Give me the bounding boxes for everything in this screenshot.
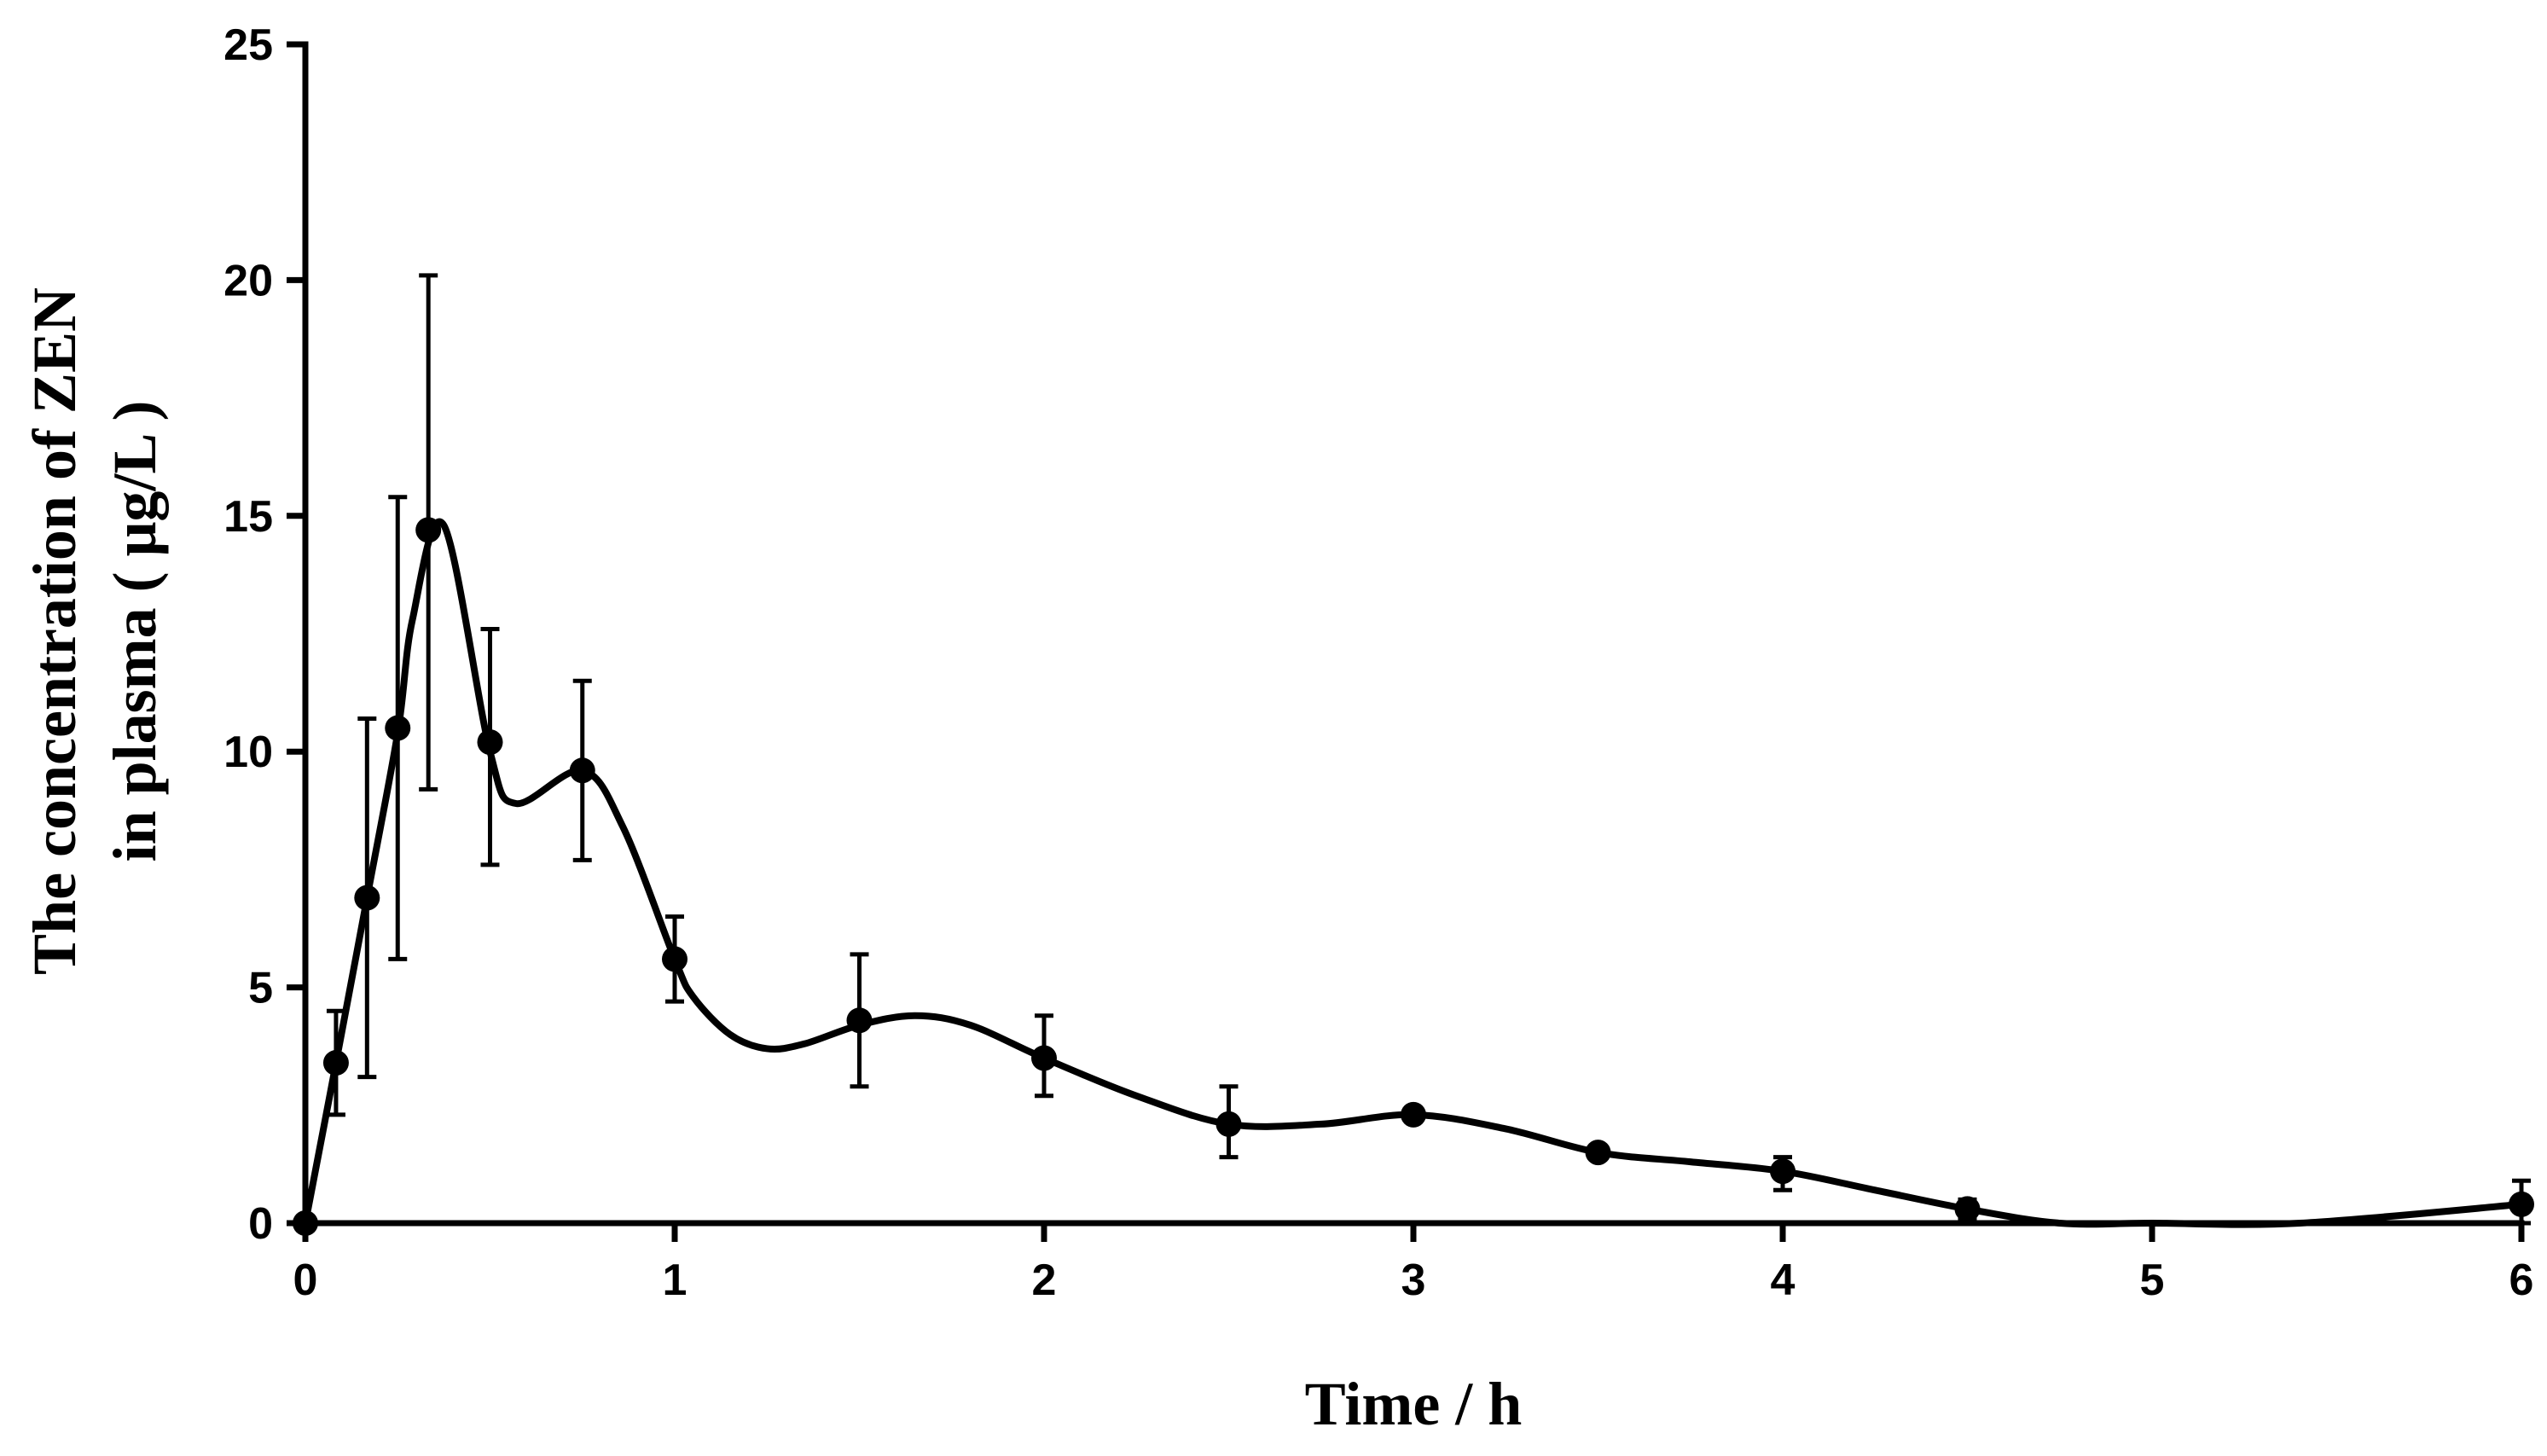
data-point: [385, 715, 411, 741]
y-axis-title-line-2: in plasma ( μg/L ): [101, 401, 169, 862]
x-tick-label: 3: [1401, 1256, 1426, 1305]
x-tick-label: 1: [663, 1256, 688, 1305]
x-tick-label: 2: [1032, 1256, 1057, 1305]
x-axis-title: Time / h: [1305, 1370, 1523, 1438]
x-tick-label: 4: [1771, 1256, 1796, 1305]
data-point: [477, 729, 503, 756]
data-point: [1401, 1101, 1426, 1128]
x-tick-label: 6: [2509, 1256, 2534, 1305]
data-point: [2509, 1191, 2534, 1217]
axes: [302, 41, 2525, 1227]
data-point: [293, 1210, 318, 1236]
data-point: [1954, 1196, 1981, 1222]
y-axis-title-line-1: The concentration of ZEN: [20, 287, 89, 975]
y-tick-label: 15: [223, 492, 273, 542]
data-point: [1585, 1140, 1611, 1166]
y-tick-label: 0: [248, 1199, 273, 1249]
data-points: [293, 517, 2534, 1236]
data-point: [1770, 1158, 1796, 1185]
data-point: [846, 1007, 873, 1034]
error-bars: [326, 273, 2531, 1226]
y-tick-label: 25: [223, 20, 273, 70]
data-point: [1031, 1045, 1057, 1071]
y-tick-label: 5: [248, 964, 273, 1013]
x-tick-label: 5: [2140, 1256, 2165, 1305]
data-point: [354, 885, 380, 911]
data-point: [1215, 1111, 1242, 1137]
series-line: [302, 518, 2525, 1228]
y-tick-label: 10: [223, 728, 273, 777]
data-point: [569, 757, 595, 784]
data-point: [322, 1050, 349, 1076]
data-point: [662, 946, 688, 972]
tick-labels: 0 1 2 3 4 5 6 0 5 10 15 20 25: [223, 20, 2533, 1305]
y-tick-label: 20: [223, 256, 273, 305]
ticks: [287, 41, 2525, 1242]
x-tick-label: 0: [293, 1256, 318, 1305]
data-point: [415, 517, 442, 543]
